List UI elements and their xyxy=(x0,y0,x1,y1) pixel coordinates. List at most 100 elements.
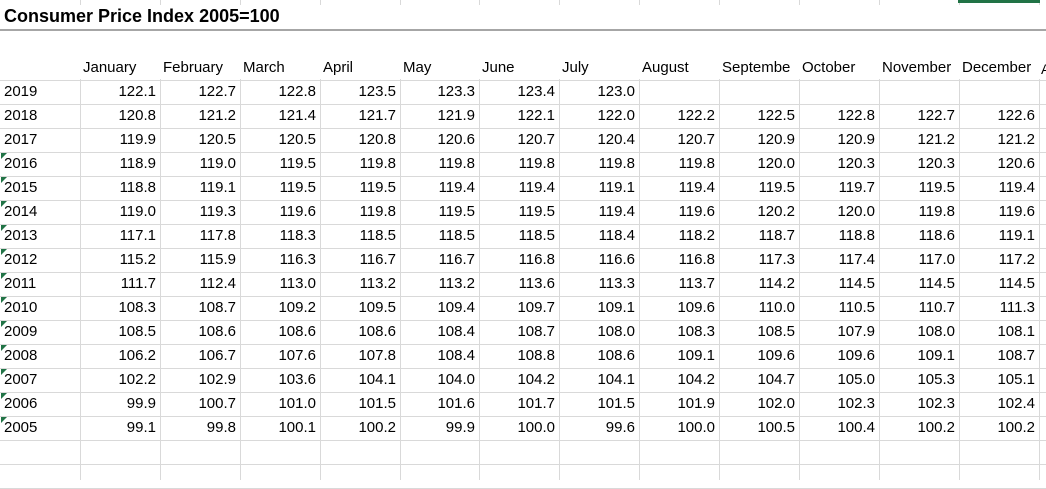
value-cell[interactable]: 100.4 xyxy=(837,419,875,436)
month-header[interactable]: April xyxy=(323,59,354,76)
value-cell[interactable]: 117.8 xyxy=(199,227,236,244)
value-cell[interactable]: 117.1 xyxy=(119,227,156,244)
value-cell[interactable]: 119.4 xyxy=(438,179,475,196)
value-cell[interactable]: 121.4 xyxy=(278,107,316,124)
value-cell[interactable]: 108.7 xyxy=(198,299,236,316)
value-cell[interactable]: 119.1 xyxy=(598,179,635,196)
value-cell[interactable]: 120.3 xyxy=(917,155,955,172)
value-cell[interactable]: 119.4 xyxy=(678,179,715,196)
value-cell[interactable]: 100.2 xyxy=(997,419,1035,436)
value-cell[interactable]: 116.7 xyxy=(438,251,475,268)
value-cell[interactable]: 109.1 xyxy=(677,347,715,364)
value-cell[interactable]: 120.6 xyxy=(437,131,475,148)
value-cell[interactable]: 110.7 xyxy=(918,299,955,316)
value-cell[interactable]: 106.2 xyxy=(118,347,156,364)
value-cell[interactable]: 100.1 xyxy=(278,419,316,436)
value-cell[interactable]: 103.6 xyxy=(278,371,316,388)
value-cell[interactable]: 99.6 xyxy=(605,419,635,436)
value-cell[interactable]: 113.2 xyxy=(438,275,475,292)
year-cell[interactable]: 2010 xyxy=(4,299,38,316)
value-cell[interactable]: 109.6 xyxy=(837,347,875,364)
value-cell[interactable]: 108.8 xyxy=(517,347,555,364)
value-cell[interactable]: 120.0 xyxy=(837,203,875,220)
value-cell[interactable]: 109.4 xyxy=(437,299,475,316)
value-cell[interactable]: 119.4 xyxy=(998,179,1035,196)
value-cell[interactable] xyxy=(719,82,795,102)
value-cell[interactable]: 119.0 xyxy=(199,155,236,172)
value-cell[interactable]: 99.9 xyxy=(445,419,475,436)
year-cell[interactable]: 2012 xyxy=(4,251,38,268)
value-cell[interactable]: 122.7 xyxy=(198,83,236,100)
value-cell[interactable]: 114.2 xyxy=(758,275,795,292)
value-cell[interactable]: 119.3 xyxy=(199,203,236,220)
value-cell[interactable]: 108.4 xyxy=(437,323,475,340)
value-cell[interactable]: 101.0 xyxy=(278,395,316,412)
value-cell[interactable]: 121.2 xyxy=(917,131,955,148)
value-cell[interactable]: 119.1 xyxy=(199,179,236,196)
value-cell[interactable]: 100.2 xyxy=(358,419,396,436)
value-cell[interactable]: 109.7 xyxy=(517,299,555,316)
month-header[interactable]: August xyxy=(642,59,689,76)
value-cell[interactable]: 118.5 xyxy=(518,227,555,244)
value-cell[interactable]: 120.4 xyxy=(597,131,635,148)
value-cell[interactable]: 105.3 xyxy=(917,371,955,388)
value-cell[interactable]: 111.3 xyxy=(999,299,1035,316)
value-cell[interactable]: 105.0 xyxy=(837,371,875,388)
value-cell[interactable]: 120.0 xyxy=(757,155,795,172)
value-cell[interactable]: 119.5 xyxy=(438,203,475,220)
value-cell[interactable]: 104.2 xyxy=(517,371,555,388)
value-cell[interactable]: 113.0 xyxy=(279,275,316,292)
value-cell[interactable]: 112.4 xyxy=(199,275,236,292)
value-cell[interactable]: 122.0 xyxy=(597,107,635,124)
value-cell[interactable]: 106.7 xyxy=(198,347,236,364)
value-cell[interactable]: 122.5 xyxy=(757,107,795,124)
year-cell[interactable]: 2005 xyxy=(4,419,38,436)
value-cell[interactable]: 104.7 xyxy=(757,371,795,388)
month-header[interactable]: March xyxy=(243,59,285,76)
value-cell[interactable]: 119.4 xyxy=(518,179,555,196)
value-cell[interactable]: 120.9 xyxy=(837,131,875,148)
value-cell[interactable]: 102.0 xyxy=(757,395,795,412)
value-cell[interactable]: 113.7 xyxy=(678,275,715,292)
value-cell[interactable]: 122.1 xyxy=(118,83,156,100)
value-cell[interactable]: 117.2 xyxy=(998,251,1035,268)
value-cell[interactable]: 104.0 xyxy=(437,371,475,388)
year-cell[interactable]: 2014 xyxy=(4,203,38,220)
value-cell[interactable]: 99.8 xyxy=(206,419,236,436)
value-cell[interactable]: 117.4 xyxy=(838,251,875,268)
value-cell[interactable]: 119.6 xyxy=(678,203,715,220)
value-cell[interactable] xyxy=(959,82,1035,102)
value-cell[interactable]: 102.3 xyxy=(837,395,875,412)
value-cell[interactable]: 123.0 xyxy=(597,83,635,100)
value-cell[interactable]: 119.5 xyxy=(918,179,955,196)
year-cell[interactable]: 2007 xyxy=(4,371,38,388)
value-cell[interactable]: 113.3 xyxy=(598,275,635,292)
title-row[interactable]: Consumer Price Index 2005=100 xyxy=(0,5,1046,31)
value-cell[interactable] xyxy=(639,82,715,102)
value-cell[interactable]: 119.6 xyxy=(279,203,316,220)
value-cell[interactable]: 102.9 xyxy=(198,371,236,388)
value-cell[interactable]: 118.8 xyxy=(119,179,156,196)
value-cell[interactable]: 116.8 xyxy=(678,251,715,268)
value-cell[interactable]: 120.6 xyxy=(997,155,1035,172)
value-cell[interactable]: 108.6 xyxy=(597,347,635,364)
value-cell[interactable]: 121.9 xyxy=(437,107,475,124)
value-cell[interactable]: 109.5 xyxy=(358,299,396,316)
year-cell[interactable]: 2015 xyxy=(4,179,38,196)
value-cell[interactable]: 115.9 xyxy=(199,251,236,268)
value-cell[interactable]: 114.5 xyxy=(998,275,1035,292)
value-cell[interactable]: 119.5 xyxy=(279,155,316,172)
value-cell[interactable]: 108.1 xyxy=(997,323,1035,340)
value-cell[interactable]: 111.7 xyxy=(120,275,156,292)
value-cell[interactable]: 104.1 xyxy=(597,371,635,388)
value-cell[interactable]: 107.6 xyxy=(278,347,316,364)
value-cell[interactable]: 101.9 xyxy=(677,395,715,412)
month-header[interactable]: October xyxy=(802,59,856,76)
value-cell[interactable]: 102.2 xyxy=(118,371,156,388)
value-cell[interactable]: 122.7 xyxy=(917,107,955,124)
value-cell[interactable]: 101.5 xyxy=(358,395,396,412)
value-cell[interactable]: 119.8 xyxy=(359,203,396,220)
value-cell[interactable]: 114.5 xyxy=(918,275,955,292)
value-cell[interactable]: 117.3 xyxy=(758,251,795,268)
value-cell[interactable]: 116.3 xyxy=(279,251,316,268)
